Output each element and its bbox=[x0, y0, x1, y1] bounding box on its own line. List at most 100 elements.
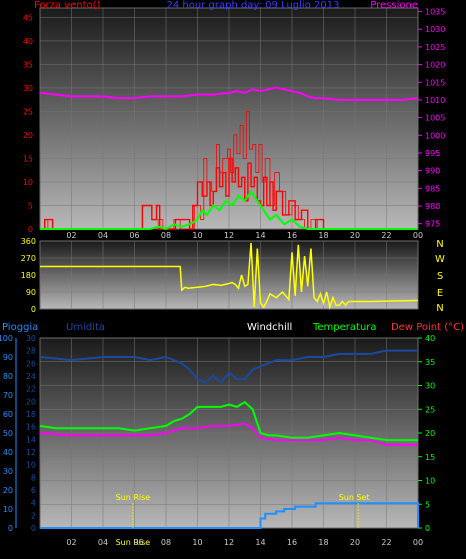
temperature-tick-label: 15 bbox=[425, 453, 435, 462]
direction-series bbox=[40, 242, 419, 310]
humidity-tick-label: 26 bbox=[26, 359, 36, 368]
chart-title: 24 hour graph day: 09 Luglio 2013 bbox=[167, 0, 340, 11]
temperature-series bbox=[39, 400, 418, 442]
sun-set-label: Sun Set bbox=[339, 493, 370, 502]
temperature-tick-label: 35 bbox=[425, 358, 435, 367]
pressure-tick-label: 1030 bbox=[425, 25, 445, 34]
humidity-series bbox=[39, 349, 418, 384]
rain-tick-label: 70 bbox=[3, 391, 13, 400]
rain-tick-label: 90 bbox=[3, 353, 13, 362]
temperature-tick-label: 40 bbox=[425, 334, 435, 343]
x-tick-label: 16 bbox=[287, 231, 297, 240]
compass-letter: W bbox=[435, 254, 445, 265]
gust-series bbox=[40, 111, 418, 230]
temperature-tick-label: 0 bbox=[425, 524, 430, 533]
humidity-tick-label: 10 bbox=[26, 461, 36, 470]
compass-letter: N bbox=[436, 239, 443, 250]
humidity-tick-label: 0 bbox=[31, 524, 36, 533]
rain-tick-label: 60 bbox=[3, 410, 13, 419]
wind-tick-label: 40 bbox=[23, 37, 33, 46]
pressure-series bbox=[39, 86, 419, 101]
temperature-tick-label: 10 bbox=[425, 477, 435, 486]
rain-tick-label: 30 bbox=[3, 467, 13, 476]
rain-tick-label: 40 bbox=[3, 448, 13, 457]
x-tick-label: 18 bbox=[318, 231, 328, 240]
pressure-tick-label: 1015 bbox=[425, 78, 445, 87]
x-tick-label: 06 bbox=[133, 538, 143, 547]
humidity-tick-label: 16 bbox=[26, 423, 36, 432]
rain-tick-label: 0 bbox=[8, 524, 13, 533]
x-tick-label: 12 bbox=[224, 231, 234, 240]
temperature-label: Temperatura bbox=[312, 322, 377, 333]
x-tick-label: 08 bbox=[161, 231, 171, 240]
wind-tick-label: 20 bbox=[23, 131, 33, 140]
wind-tick-label: 30 bbox=[23, 84, 33, 93]
pressure-tick-label: 1005 bbox=[425, 114, 445, 123]
x-tick-label: 12 bbox=[224, 538, 234, 547]
direction-tick-label: 270 bbox=[21, 254, 36, 263]
rain-series bbox=[40, 502, 419, 529]
x-tick-label: Sun Rise bbox=[116, 538, 151, 547]
speed-series bbox=[40, 189, 418, 231]
pressure-tick-label: 1000 bbox=[425, 131, 445, 140]
wind-tick-label: 25 bbox=[23, 107, 33, 116]
x-tick-label: 20 bbox=[350, 538, 360, 547]
compass-letter: E bbox=[437, 288, 443, 299]
rain-tick-label: 80 bbox=[3, 372, 13, 381]
wind-axis-label: Forza vento() bbox=[34, 0, 101, 11]
wind-tick-label: 45 bbox=[23, 13, 33, 22]
humidity-tick-label: 2 bbox=[31, 511, 36, 520]
pressure-tick-label: 1035 bbox=[425, 8, 445, 17]
x-tick-label: 04 bbox=[98, 231, 108, 240]
x-tick-label: 02 bbox=[66, 231, 76, 240]
x-tick-label: 22 bbox=[381, 538, 391, 547]
x-tick-label: 14 bbox=[255, 231, 265, 240]
rain-tick-label: 100 bbox=[0, 334, 13, 343]
x-tick-label: 02 bbox=[66, 538, 76, 547]
x-tick-label: 00 bbox=[413, 538, 423, 547]
rain-axis-label: Pioggia bbox=[2, 322, 38, 333]
direction-tick-label: 360 bbox=[21, 237, 36, 246]
pressure-axis-label: Pressione bbox=[370, 0, 418, 11]
temperature-tick-label: 30 bbox=[425, 382, 435, 391]
x-tick-label: 00 bbox=[413, 231, 423, 240]
compass-letter: N bbox=[436, 303, 443, 314]
pressure-tick-label: 1025 bbox=[425, 43, 445, 52]
pressure-tick-label: 985 bbox=[425, 184, 440, 193]
x-tick-label: 14 bbox=[255, 538, 265, 547]
x-tick-label: 06 bbox=[129, 231, 139, 240]
humidity-tick-label: 28 bbox=[26, 347, 36, 356]
rain-tick-label: 20 bbox=[3, 486, 13, 495]
humidity-tick-label: 12 bbox=[26, 448, 36, 457]
pressure-tick-label: 1010 bbox=[425, 96, 445, 105]
x-tick-label: 16 bbox=[287, 538, 297, 547]
sun-rise-label: Sun Rise bbox=[116, 493, 151, 502]
humidity-tick-label: 24 bbox=[26, 372, 36, 381]
wind-tick-label: 35 bbox=[23, 60, 33, 69]
wind-series bbox=[40, 157, 418, 230]
humidity-tick-label: 14 bbox=[26, 435, 36, 444]
pressure-tick-label: 995 bbox=[425, 149, 440, 158]
humidity-tick-label: 20 bbox=[26, 397, 36, 406]
humidity-tick-label: 4 bbox=[31, 499, 36, 508]
compass-letter: S bbox=[437, 271, 443, 282]
rain-tick-label: 10 bbox=[3, 505, 13, 514]
x-tick-label: 08 bbox=[161, 538, 171, 547]
humidity-tick-label: 30 bbox=[26, 334, 36, 343]
pressure-tick-label: 1020 bbox=[425, 61, 445, 70]
humidity-tick-label: 8 bbox=[31, 473, 36, 482]
pressure-tick-label: 980 bbox=[425, 202, 440, 211]
humidity-axis-label: Umidita bbox=[66, 322, 105, 333]
x-tick-label: 22 bbox=[381, 231, 391, 240]
rain-tick-label: 50 bbox=[3, 429, 13, 438]
wind-tick-label: 5 bbox=[28, 201, 33, 210]
pressure-tick-label: 990 bbox=[425, 167, 440, 176]
x-tick-label: 18 bbox=[318, 538, 328, 547]
direction-tick-label: 0 bbox=[31, 305, 36, 314]
direction-tick-label: 90 bbox=[26, 288, 36, 297]
x-tick-label: 10 bbox=[192, 231, 202, 240]
dewpoint-label: Dew Point (°C) bbox=[391, 322, 464, 333]
